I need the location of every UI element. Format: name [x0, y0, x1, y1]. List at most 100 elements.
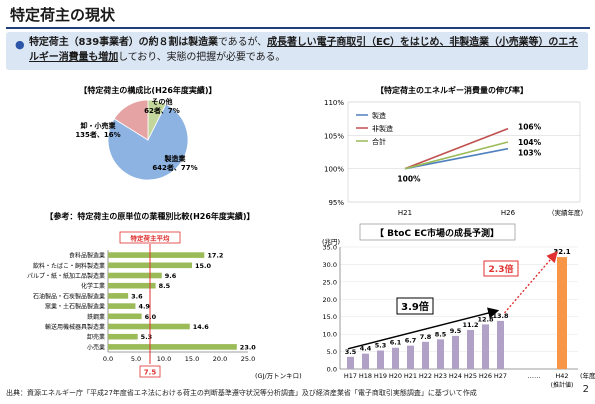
pie-label-value-2: 62者、7% [144, 106, 180, 115]
ec-value-label-5: 7.8 [420, 333, 432, 341]
ec-market-growth-chart: 【 BtoC EC市場の成長予測】 (兆円) 0.0 5.0 10.0 15.0 20.0… [322, 223, 595, 389]
hbar-xtick-label-5: 25.0 [241, 355, 255, 363]
energy-growth-line-chart: 【特定荷主のエネルギー消費量の伸び率】 95% 100% 105% 110% 製造非製… [324, 85, 587, 217]
line-legend-label-1: 非製造 [372, 124, 393, 133]
hbar-value-label-1: 15.0 [195, 262, 212, 270]
line-series-0 [404, 147, 509, 170]
ec-value-label-10: 13.8 [492, 312, 509, 320]
pie-slice-1 [113, 99, 149, 141]
ec-xtick-label-1: H18 [359, 372, 372, 380]
ec-bar-7 [452, 335, 459, 369]
hbar-bar-2 [108, 272, 162, 279]
ec-value-label-9: 12.8 [477, 315, 494, 323]
ec-value-label-2: 5.3 [375, 342, 387, 350]
line-ytick-label-1: 100% [324, 166, 344, 174]
ec-ytick-label-5: 25.0 [323, 278, 337, 286]
line-start-label: 100% [397, 175, 421, 184]
hbar-category-label-2: パルプ・紙・紙加工品製造業 [27, 272, 105, 280]
hbar-category-label-0: 食料品製造業 [69, 252, 105, 260]
summary-text: 特定荷主（839事業者）の約８割は製造業であるが、成長著しい電子商取引（EC）を… [29, 35, 581, 65]
ec-forecast-growth-label: 2.3倍 [489, 263, 514, 275]
hbar-xtick-label-0: 0.0 [103, 355, 113, 363]
ec-bar-6 [437, 339, 444, 369]
pie-chart-title: 【特定荷主の構成比(H26年度実績)】 [79, 85, 216, 95]
ec-bar-2 [377, 350, 384, 369]
hbar-average-value-box [139, 365, 161, 378]
hbar-xtick-label-2: 10.0 [157, 355, 171, 363]
page-number: 2 [582, 384, 589, 395]
hbar-bar-8 [108, 333, 138, 340]
line-end-label-1: 106% [518, 123, 542, 132]
ec-value-label-3: 6.1 [390, 339, 402, 347]
pie-label-value-0: 642者、77% [152, 163, 197, 172]
ec-bar-9 [482, 324, 489, 369]
ec-forecast-value-label: 32.1 [553, 248, 570, 256]
summary-segment-1: 特定荷主（839事業者）の約８割は製造業 [29, 37, 218, 48]
line-legend-label-2: 合計 [372, 137, 386, 146]
ec-ytick-label-3: 15.0 [323, 313, 337, 321]
line-xtick-label-0: H21 [398, 209, 412, 217]
summary-segment-4: しており、実態の把握が必要である。 [118, 52, 286, 63]
ec-ytick-label-1: 5.0 [327, 348, 337, 356]
ec-ytick-label-0: 0.0 [327, 366, 337, 374]
ec-axis-gap-label: …… [528, 372, 541, 380]
line-series-1 [404, 127, 509, 170]
ec-chart-title: 【 BtoC EC市場の成長予測】 [375, 227, 499, 239]
hbar-category-label-3: 化学工業 [81, 282, 105, 290]
ec-xtick-label-2: H19 [374, 372, 387, 380]
ec-bar-1 [362, 353, 369, 369]
ec-bar-5 [422, 341, 429, 369]
line-ytick-label-0: 95% [328, 199, 344, 207]
ec-ytick-label-7: 35.0 [323, 244, 337, 252]
page-title: 特定荷主の現状 [10, 6, 116, 24]
hbar-value-label-7: 14.6 [193, 323, 210, 331]
line-end-label-2: 104% [518, 138, 542, 147]
hbar-xtick-label-1: 5.0 [131, 355, 141, 363]
ec-title-box [359, 223, 516, 241]
ec-growth-label: 3.9倍 [401, 300, 429, 313]
summary-segment-2: であるが、 [217, 37, 268, 48]
hbar-value-label-4: 3.6 [131, 292, 143, 300]
line-legend-label-0: 製造 [372, 111, 386, 120]
ec-growth-label-box [396, 297, 434, 315]
ec-value-label-4: 6.7 [405, 337, 417, 345]
ec-ytick-label-4: 20.0 [323, 296, 337, 304]
ec-forecast-category-label: H42 [555, 372, 568, 380]
hbar-average-label: 特定荷主平均 [131, 234, 171, 243]
hbar-value-label-9: 23.0 [240, 343, 257, 351]
ec-xtick-label-5: H22 [419, 372, 432, 380]
ec-xtick-label-0: H17 [344, 372, 357, 380]
hbar-category-label-9: 小売業 [87, 343, 105, 351]
ec-xtick-label-8: H25 [464, 372, 477, 380]
bullet-circle-icon: ● [15, 38, 25, 51]
source-footnote: 出典：資源エネルギー庁「平成27年度省エネ法における荷主の判断基準遵守状況等分析… [6, 389, 477, 397]
pie-label-name-2: その他 [152, 97, 173, 106]
pie-label-name-1: 卸・小売業 [81, 121, 117, 130]
hbar-category-label-5: 窯業・土石製品製造業 [45, 303, 105, 311]
line-xtick-label-1: H26 [501, 209, 516, 217]
hbar-xaxis-label: (GJ/万トンキロ) [255, 372, 302, 380]
hbar-bar-4 [108, 293, 129, 299]
hbar-value-label-0: 17.2 [207, 252, 223, 260]
line-series-2 [404, 141, 509, 170]
summary-segment-3: 成長著しい電子商取引（EC）をはじめ、非製造業（小売業等）のエネルギー消費量も増… [29, 37, 579, 63]
pie-label-name-0: 製造業 [164, 154, 187, 163]
line-chart-title: 【特定荷主のエネルギー消費量の伸び率】 [376, 85, 528, 95]
ec-value-label-6: 8.5 [435, 330, 447, 338]
title-underline [6, 27, 590, 29]
ec-value-label-1: 4.4 [360, 345, 372, 353]
hbar-bar-7 [108, 323, 190, 330]
ec-ytick-label-2: 10.0 [323, 331, 337, 339]
ec-forecast-bar [557, 257, 567, 369]
ec-forecast-growth-box [483, 260, 519, 277]
ec-bar-10 [497, 320, 504, 369]
hbar-average-label-box [119, 231, 181, 244]
ec-forecast-arrow [503, 250, 558, 314]
ec-forecast-note: (推計値) [551, 381, 574, 389]
industry-intensity-bar-chart: 【参考：特定荷主の原単位の業種別比較(H26年度実績)】 0.0 5.0 10.0 1… [27, 211, 302, 380]
hbar-category-label-4: 石油製品・石炭製品製造業 [33, 292, 105, 300]
ec-value-label-8: 11.2 [462, 321, 478, 329]
hbar-value-label-6: 6.0 [145, 313, 157, 321]
ec-ytick-label-6: 30.0 [323, 261, 337, 269]
